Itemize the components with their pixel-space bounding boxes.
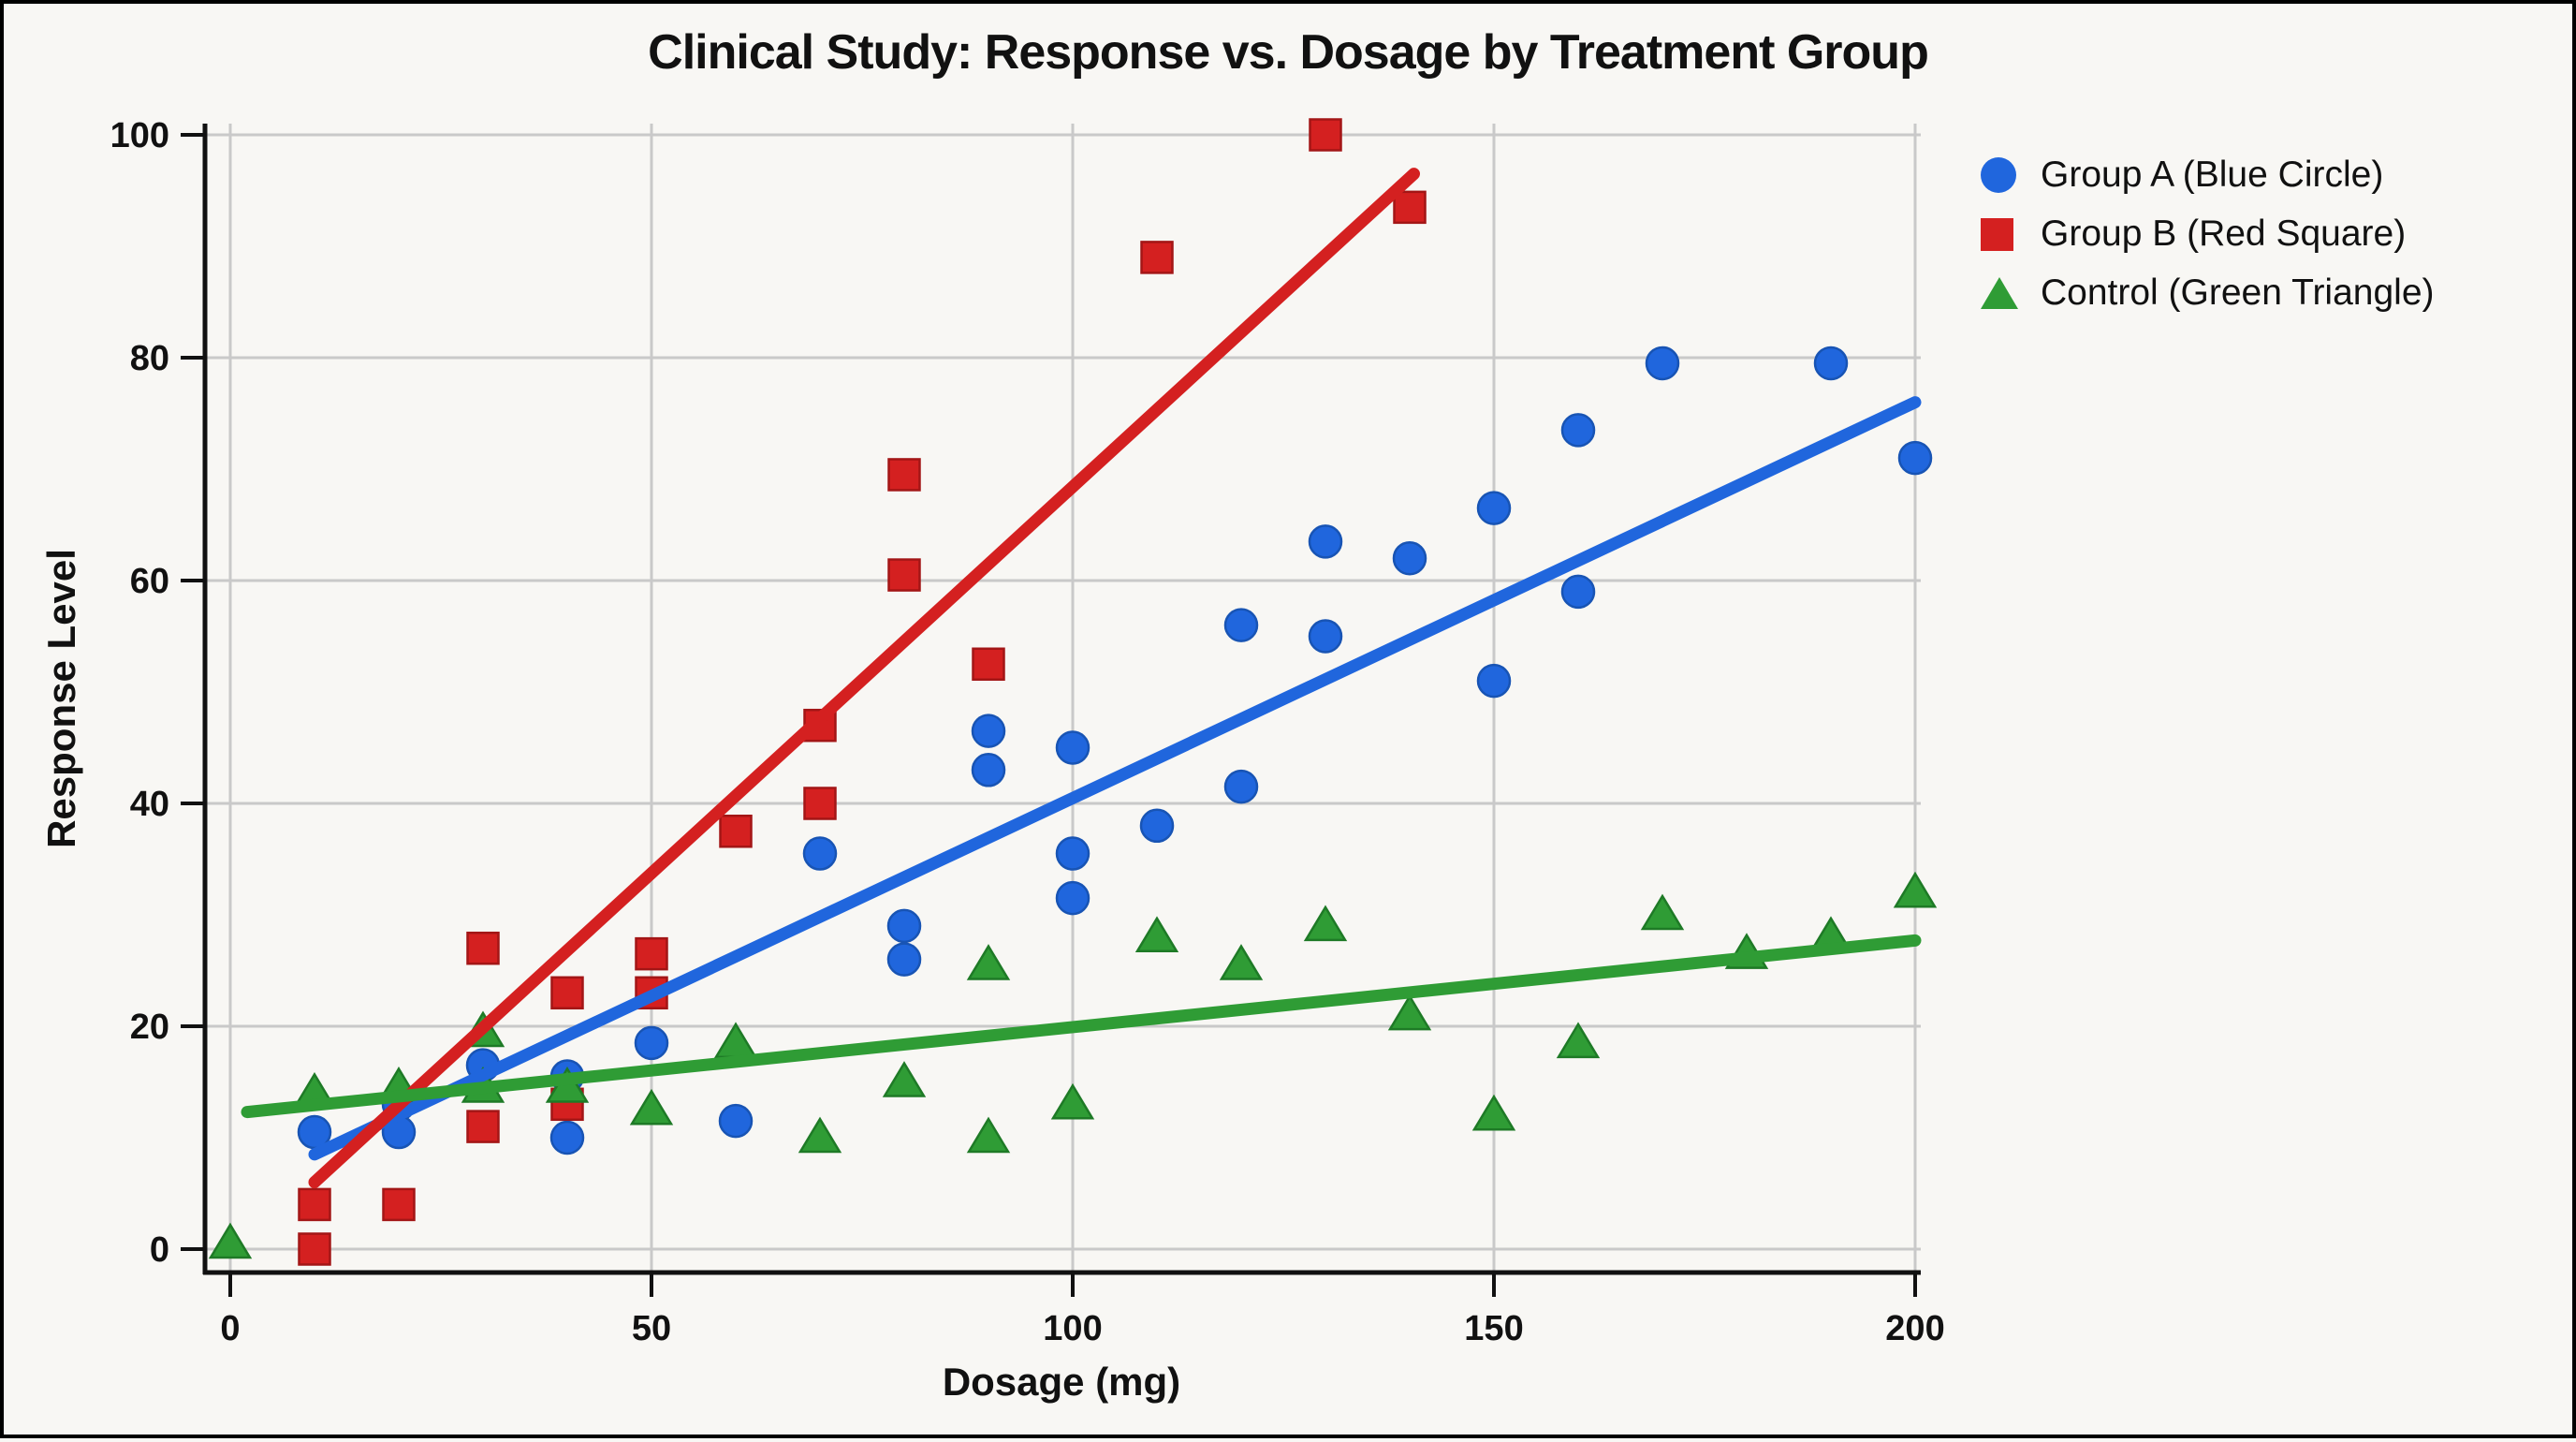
group-point-circle: [718, 1103, 754, 1139]
group-point-circle: [1476, 663, 1512, 699]
control-point-triangle: [1219, 944, 1264, 980]
group-point-circle: [1560, 413, 1596, 448]
y-tick-label: 20: [130, 1008, 169, 1047]
group-point-circle: [1223, 608, 1259, 642]
control-point-triangle: [1303, 905, 1348, 942]
group-point-square: [466, 1110, 500, 1143]
legend-item-group-b: Group B (Red Square): [1981, 213, 2435, 256]
group-point-square: [382, 1187, 416, 1222]
group-point-square: [1309, 118, 1342, 152]
group-point-circle: [1308, 619, 1343, 654]
x-tick-label: 200: [1885, 1309, 1944, 1348]
x-tick-label: 0: [220, 1309, 240, 1348]
group-point-circle: [1560, 574, 1596, 610]
group-point-circle: [971, 753, 1006, 787]
legend-item-label: Control (Green Triangle): [2041, 272, 2435, 313]
y-tick-label: 80: [130, 339, 169, 378]
group-point-square: [298, 1232, 331, 1266]
control-point-triangle: [1556, 1022, 1601, 1059]
chart-title: Clinical Study: Response vs. Dosage by T…: [648, 25, 1929, 80]
control-point-triangle: [1134, 916, 1179, 953]
group-trendline: [308, 168, 1420, 1189]
group-point-circle: [1055, 730, 1090, 765]
group-point-circle: [1897, 440, 1933, 476]
legend-item-label: Group A (Blue Circle): [2041, 154, 2384, 195]
group-point-square: [803, 787, 837, 820]
group-point-circle: [1392, 540, 1427, 576]
group-point-circle: [1476, 491, 1512, 525]
y-tick-label: 40: [130, 785, 169, 824]
group-point-circle: [1139, 808, 1175, 844]
x-axis-label: Dosage (mg): [942, 1360, 1181, 1404]
control-trendline: [241, 934, 1922, 1119]
legend: Group A (Blue Circle) Group B (Red Squar…: [1981, 154, 2435, 315]
control-point-triangle: [1893, 871, 1938, 908]
control-point-triangle: [882, 1061, 927, 1097]
group-point-circle: [549, 1120, 585, 1155]
group-point-circle: [802, 836, 838, 871]
control-point-triangle: [966, 944, 1011, 980]
group-point-square: [719, 815, 753, 848]
group-point-square: [466, 931, 500, 965]
group-point-circle: [886, 942, 922, 977]
red-square-marker-icon: [1981, 217, 2041, 251]
blue-circle-marker-icon: [1981, 157, 2041, 193]
group-point-circle: [1308, 524, 1343, 559]
control-point-triangle: [713, 1022, 758, 1059]
group-point-square: [550, 976, 584, 1010]
legend-item-label: Group B (Red Square): [2041, 213, 2407, 254]
y-tick-label: 100: [110, 116, 169, 155]
group-point-square: [635, 936, 668, 971]
control-point-triangle: [208, 1222, 253, 1259]
y-tick-label: 0: [150, 1230, 169, 1270]
group-trendline: [308, 396, 1922, 1161]
legend-item-group-a: Group A (Blue Circle): [1981, 154, 2435, 197]
group-point-square: [298, 1187, 331, 1222]
group-point-square: [1140, 241, 1174, 274]
control-point-triangle: [1640, 893, 1685, 931]
group-point-circle: [634, 1025, 669, 1061]
group-point-square: [972, 647, 1005, 681]
control-point-triangle: [1471, 1094, 1516, 1131]
x-tick-label: 150: [1464, 1309, 1523, 1348]
control-point-triangle: [966, 1116, 1011, 1154]
group-point-square: [887, 458, 921, 492]
group-point-circle: [1223, 769, 1259, 804]
scatter-plot-canvas: 0 50 100 150 200 0 20 40 60 80 100: [110, 116, 1945, 1348]
x-tick-label: 100: [1043, 1309, 1102, 1348]
group-point-square: [1393, 190, 1427, 225]
control-point-triangle: [798, 1116, 842, 1154]
x-tick-label: 50: [632, 1309, 671, 1348]
control-point-triangle: [1050, 1082, 1095, 1120]
group-point-circle: [1055, 880, 1090, 916]
group-point-circle: [886, 908, 922, 944]
group-point-circle: [1055, 836, 1090, 871]
group-point-circle: [1813, 346, 1849, 381]
y-axis-label: Response Level: [39, 549, 83, 848]
control-point-triangle: [629, 1088, 674, 1126]
legend-item-control: Control (Green Triangle): [1981, 272, 2435, 315]
green-triangle-marker-icon: [1981, 277, 2041, 309]
control-point-triangle: [1387, 993, 1432, 1031]
y-tick-label: 60: [130, 562, 169, 601]
group-point-circle: [971, 714, 1006, 748]
group-point-circle: [1645, 346, 1680, 381]
group-point-square: [887, 558, 921, 592]
